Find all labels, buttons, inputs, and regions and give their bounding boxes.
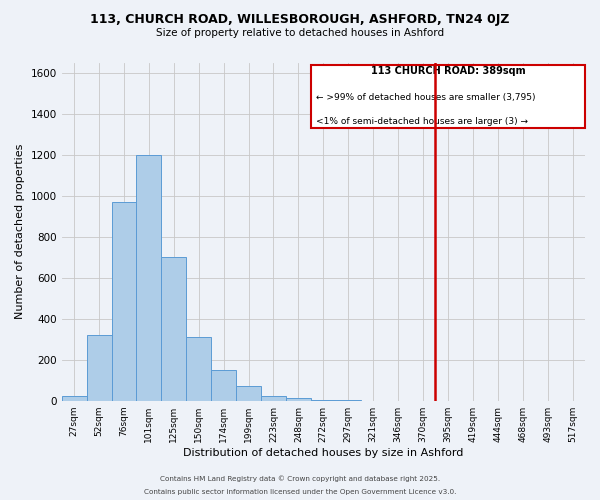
Bar (186, 337, 211, 400)
X-axis label: Distribution of detached houses by size in Ashford: Distribution of detached houses by size … (183, 448, 464, 458)
Text: 113, CHURCH ROAD, WILLESBOROUGH, ASHFORD, TN24 0JZ: 113, CHURCH ROAD, WILLESBOROUGH, ASHFORD… (90, 12, 510, 26)
Bar (112, 202, 136, 400)
FancyBboxPatch shape (311, 64, 585, 128)
Bar (261, 396, 286, 400)
Text: Contains HM Land Registry data © Crown copyright and database right 2025.: Contains HM Land Registry data © Crown c… (160, 476, 440, 482)
Y-axis label: Number of detached properties: Number of detached properties (15, 144, 25, 320)
Text: Size of property relative to detached houses in Ashford: Size of property relative to detached ho… (156, 28, 444, 38)
Bar (211, 370, 236, 400)
Bar (236, 386, 261, 400)
Text: 113 CHURCH ROAD: 389sqm: 113 CHURCH ROAD: 389sqm (371, 66, 525, 76)
Bar (62, 396, 86, 400)
Bar (286, 398, 311, 400)
Text: ← >99% of detached houses are smaller (3,795): ← >99% of detached houses are smaller (3… (316, 94, 536, 102)
Text: <1% of semi-detached houses are larger (3) →: <1% of semi-detached houses are larger (… (316, 117, 528, 126)
Bar (136, 154, 161, 400)
Text: Contains public sector information licensed under the Open Government Licence v3: Contains public sector information licen… (144, 489, 456, 495)
Bar (86, 335, 112, 400)
Bar (161, 257, 186, 400)
